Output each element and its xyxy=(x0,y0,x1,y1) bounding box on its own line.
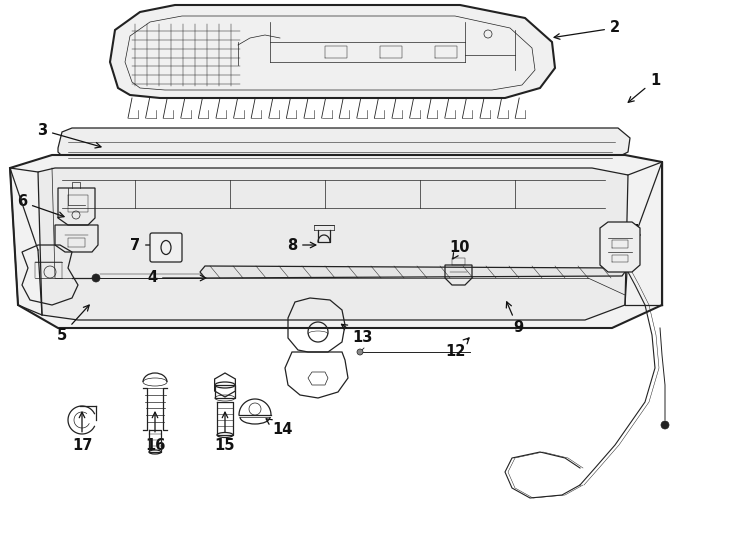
Text: 14: 14 xyxy=(266,418,292,437)
Text: 9: 9 xyxy=(506,302,523,335)
Polygon shape xyxy=(200,266,625,278)
Polygon shape xyxy=(10,155,662,328)
Text: 5: 5 xyxy=(57,305,90,342)
Text: 7: 7 xyxy=(130,238,164,253)
Circle shape xyxy=(661,421,669,429)
Text: 2: 2 xyxy=(554,21,620,39)
Text: 6: 6 xyxy=(17,194,64,218)
Polygon shape xyxy=(600,222,640,272)
Text: 15: 15 xyxy=(215,412,236,453)
Text: 1: 1 xyxy=(628,72,660,102)
Text: 16: 16 xyxy=(145,412,165,453)
Text: 3: 3 xyxy=(37,123,101,148)
Text: 4: 4 xyxy=(147,271,206,286)
Polygon shape xyxy=(110,5,555,98)
Circle shape xyxy=(357,349,363,355)
Circle shape xyxy=(92,274,100,282)
FancyBboxPatch shape xyxy=(150,233,182,262)
Text: 10: 10 xyxy=(450,240,470,259)
Text: 17: 17 xyxy=(72,412,92,453)
Text: 13: 13 xyxy=(341,325,372,346)
Polygon shape xyxy=(38,168,628,320)
Text: 12: 12 xyxy=(445,338,469,360)
Text: 11: 11 xyxy=(614,225,642,246)
Polygon shape xyxy=(58,128,630,162)
Text: 8: 8 xyxy=(287,238,316,253)
